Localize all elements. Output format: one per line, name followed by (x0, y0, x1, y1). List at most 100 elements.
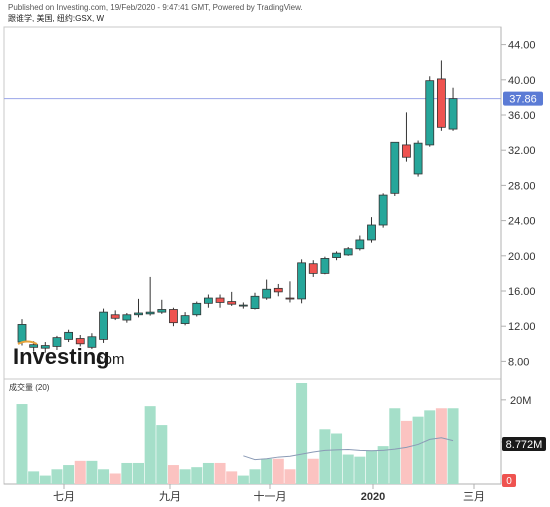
candle-body (436, 78, 446, 128)
candle (52, 335, 62, 350)
volume-bar (237, 475, 249, 484)
candle-body (64, 331, 73, 340)
candle-body (402, 144, 411, 158)
volume-bar (377, 446, 389, 484)
volume-bar (412, 416, 424, 484)
volume-ma-line (243, 437, 454, 461)
volume-bar (28, 471, 40, 484)
candle (367, 217, 376, 243)
logo-main: Investing (13, 344, 110, 369)
price-axis: 8.00 12.00 16.00 20.00 24.00 28.00 32.00 36.00 4… (501, 40, 536, 368)
price-tick-label: 36.00 (508, 110, 536, 122)
price-tick-label: 44.00 (508, 40, 536, 52)
price-tick-label: 16.00 (508, 286, 536, 298)
volume-bar (167, 465, 179, 484)
candle (436, 60, 446, 131)
volume-bar (109, 473, 121, 484)
time-axis: 七月 九月 十一月 2020 三月 (53, 484, 485, 503)
price-tick-label: 32.00 (508, 145, 536, 157)
investing-logo: Investing .com (13, 340, 125, 369)
time-tick-label: 九月 (159, 490, 181, 503)
volume-bar (144, 406, 156, 484)
candle-body (122, 314, 132, 321)
volume-bar (307, 458, 319, 484)
volume-panel-label: 成交量 (20) (9, 382, 50, 392)
candle-body (308, 263, 318, 274)
volume-bar (296, 383, 308, 484)
candle-body (238, 304, 248, 307)
symbol-title: 跟谁学, 美国, 纽约:GSX, W (8, 14, 105, 23)
candle (64, 329, 73, 343)
volume-last-label: 8.772M (506, 439, 543, 451)
candle (425, 76, 435, 147)
volume-bar (435, 408, 447, 484)
price-tick-label: 12.00 (508, 321, 536, 333)
candle (355, 235, 365, 251)
volume-bar (284, 469, 296, 484)
candle-body (17, 324, 27, 343)
candle (169, 307, 178, 327)
candle-body (87, 336, 97, 348)
volume-bar (272, 458, 284, 484)
candle-body (180, 315, 190, 324)
volume-bar (202, 462, 214, 484)
candle-body (273, 287, 283, 293)
candle-body (227, 301, 237, 305)
candle (285, 281, 295, 303)
candle (402, 112, 411, 162)
volume-zero-label: 0 (506, 476, 512, 487)
candle (378, 193, 388, 228)
candle-body (52, 337, 62, 347)
candle (134, 298, 143, 318)
volume-tick-label: 20M (510, 395, 531, 407)
candle-body (262, 288, 272, 299)
candle (203, 294, 213, 308)
candle (227, 291, 237, 306)
candle-body (134, 312, 143, 316)
candle-body (320, 258, 330, 274)
volume-bar (39, 475, 51, 484)
time-tick-label: 2020 (361, 491, 385, 503)
candle-body (367, 224, 376, 241)
volume-bar (226, 471, 238, 484)
volume-bar (424, 410, 436, 484)
volume-bar (74, 460, 86, 484)
volume-bar (86, 460, 98, 484)
candle (87, 333, 97, 350)
volume-bar (16, 404, 28, 484)
candle-body (145, 311, 155, 315)
candle-body (29, 344, 39, 348)
candle (238, 302, 248, 309)
candle (192, 301, 202, 317)
candle (262, 279, 272, 300)
candle-body (215, 297, 225, 303)
volume-bar (447, 408, 459, 484)
candle (273, 283, 283, 297)
volume-bars (16, 383, 459, 484)
candle (215, 294, 225, 308)
time-tick-label: 七月 (53, 490, 75, 503)
candle (448, 87, 458, 131)
volume-bar (156, 425, 168, 484)
candle-body (448, 98, 458, 130)
price-tick-label: 28.00 (508, 180, 536, 192)
price-tick-label: 40.00 (508, 75, 536, 87)
candle (413, 140, 423, 177)
price-tick-label: 20.00 (508, 251, 536, 263)
volume-bar (191, 467, 203, 484)
volume-bar (98, 469, 110, 484)
candle (40, 342, 50, 353)
time-tick-label: 十一月 (254, 489, 287, 503)
candle (180, 312, 190, 326)
candle (250, 292, 260, 310)
candle-body (157, 309, 167, 313)
candle (297, 259, 307, 304)
volume-bar (51, 469, 63, 484)
candle-body (378, 194, 388, 226)
volume-bar (133, 462, 144, 484)
volume-zero-badge: 0 (502, 474, 516, 487)
volume-bar (400, 420, 412, 484)
current-price-label: 37.86 (509, 94, 537, 106)
candles (17, 60, 458, 353)
